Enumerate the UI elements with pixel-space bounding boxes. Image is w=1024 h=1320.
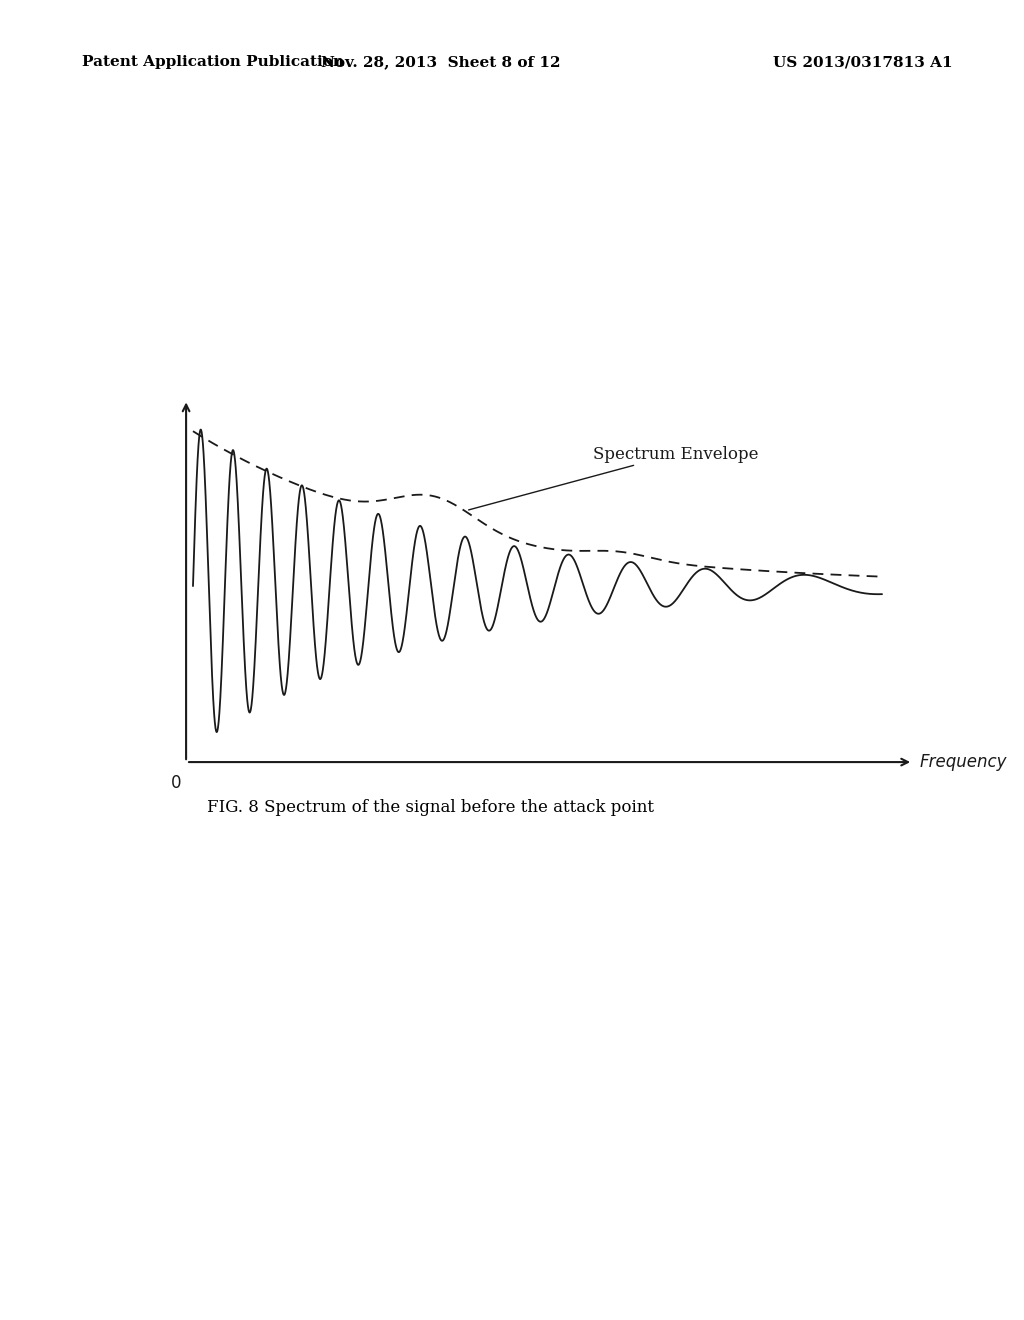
Text: FIG. 8 Spectrum of the signal before the attack point: FIG. 8 Spectrum of the signal before the… — [207, 799, 653, 816]
Text: Frequency: Frequency — [920, 754, 1008, 771]
Text: Spectrum Envelope: Spectrum Envelope — [469, 446, 758, 510]
Text: Nov. 28, 2013  Sheet 8 of 12: Nov. 28, 2013 Sheet 8 of 12 — [321, 55, 560, 70]
Text: US 2013/0317813 A1: US 2013/0317813 A1 — [773, 55, 952, 70]
Text: Patent Application Publication: Patent Application Publication — [82, 55, 344, 70]
Text: 0: 0 — [171, 775, 181, 792]
